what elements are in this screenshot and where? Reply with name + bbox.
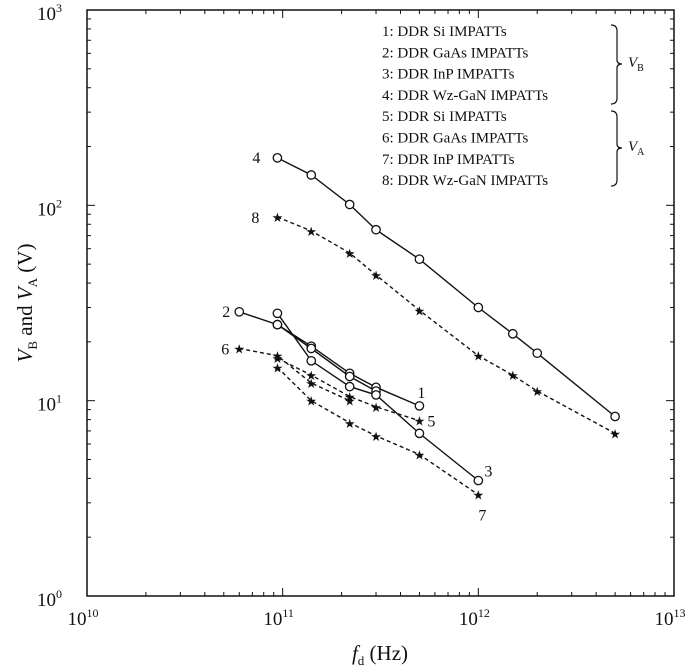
series-3-point <box>473 475 484 486</box>
ticks <box>87 10 674 596</box>
plot-frame <box>86 9 675 597</box>
series-3-point <box>371 390 381 400</box>
series-8-point: ★ <box>507 369 519 384</box>
series-4-point <box>371 224 381 235</box>
series-8-point: ★ <box>370 269 382 284</box>
series-label-5: 5 <box>427 414 435 431</box>
series-4-point <box>272 153 283 163</box>
legend-brace-vb <box>610 24 623 105</box>
legend-group-vb: VB <box>628 55 644 74</box>
series-4-point <box>414 254 425 265</box>
series-8-point: ★ <box>473 350 485 365</box>
series-labels: 1 2 3 4 5 6 7 8 <box>221 150 492 525</box>
x-tick-label: 1011 <box>263 606 294 630</box>
series-6-point: ★ <box>305 377 317 392</box>
legend-entry: 5: DDR Si IMPATTs <box>382 109 507 125</box>
series-6-point: ★ <box>272 350 284 365</box>
series-4-point <box>344 199 355 210</box>
y-tick-label: 100 <box>37 587 62 611</box>
legend-group-va: VA <box>628 139 645 158</box>
series-3-point <box>414 428 425 439</box>
series-8-point: ★ <box>531 385 543 400</box>
series-2-point <box>272 319 283 330</box>
series-8-point: ★ <box>272 211 284 226</box>
series-line-4 <box>277 157 616 418</box>
series-7-point: ★ <box>344 417 356 432</box>
series-8-point: ★ <box>344 247 356 262</box>
series-4-point <box>306 170 317 180</box>
series-label-1: 1 <box>417 385 425 402</box>
series-5-point: ★ <box>414 415 426 430</box>
series-5-point: ★ <box>344 391 356 406</box>
y-tick-label: 101 <box>37 392 62 416</box>
series-7-point: ★ <box>370 430 382 445</box>
series-label-8: 8 <box>251 210 259 227</box>
series-label-4: 4 <box>252 150 260 167</box>
series-label-6: 6 <box>221 341 229 358</box>
series-label-7: 7 <box>478 508 486 525</box>
series-2-point <box>344 371 355 382</box>
series-6-point: ★ <box>233 342 245 357</box>
series-7-point: ★ <box>272 361 284 376</box>
series-label-3: 3 <box>484 464 492 481</box>
x-tick-label: 1012 <box>459 606 490 630</box>
series-3-point <box>272 308 283 319</box>
series-4-point <box>473 302 484 313</box>
series-4-point <box>507 328 518 339</box>
series-line-3 <box>276 312 479 482</box>
legend-entry: 6: DDR GaAs IMPATTs <box>382 131 528 147</box>
series-line-6 <box>239 347 350 402</box>
series-3-point <box>306 355 317 366</box>
series-layer: ★★★★★★ ★★★★★★★★★★★★★★★★★★ <box>233 153 621 504</box>
legend-entry: 4: DDR Wz-GaN IMPATTs <box>382 88 548 104</box>
x-tick-label: 1010 <box>68 606 99 630</box>
series-8-point: ★ <box>414 304 426 319</box>
series-line-8 <box>277 216 616 435</box>
series-2-point <box>306 343 317 354</box>
series-6-point: ★ <box>344 395 356 410</box>
series-7-point: ★ <box>473 489 485 504</box>
legend-entry: 1: DDR Si IMPATTs <box>382 24 507 40</box>
series-8-point: ★ <box>305 225 317 240</box>
series-2-point <box>234 306 245 317</box>
series-5-point: ★ <box>370 401 382 416</box>
series-4-point <box>610 411 620 422</box>
series-1-point <box>414 401 425 411</box>
legend-entry: 3: DDR InP IMPATTs <box>382 67 515 83</box>
series-label-2: 2 <box>222 304 230 321</box>
legend-entry: 7: DDR InP IMPATTs <box>382 152 515 168</box>
series-7-point: ★ <box>414 449 426 464</box>
tick-labels: 1010 1011 1012 1013 100 101 102 103 <box>37 1 686 630</box>
series-4-point <box>532 348 543 359</box>
legend-entries: 1: DDR Si IMPATTs 2: DDR GaAs IMPATTs 3: D… <box>382 24 548 189</box>
legend: 1: DDR Si IMPATTs 2: DDR GaAs IMPATTs 3: D… <box>382 24 645 189</box>
x-axis-title: fd (Hz) <box>352 641 408 668</box>
series-7-point: ★ <box>305 395 317 410</box>
series-line-7 <box>276 366 479 496</box>
series-5-point: ★ <box>305 369 317 384</box>
y-axis-title: VB and VA (V) <box>13 244 40 363</box>
legend-entry: 2: DDR GaAs IMPATTs <box>382 45 528 61</box>
y-tick-label: 103 <box>37 1 62 25</box>
x-tick-label: 1013 <box>655 606 686 630</box>
legend-entry: 8: DDR Wz-GaN IMPATTs <box>382 173 548 189</box>
legend-brace-va <box>610 110 623 187</box>
series-5-point: ★ <box>272 352 284 367</box>
y-tick-label: 102 <box>37 196 62 220</box>
series-8-point: ★ <box>609 427 621 442</box>
series-3-point <box>344 381 355 392</box>
